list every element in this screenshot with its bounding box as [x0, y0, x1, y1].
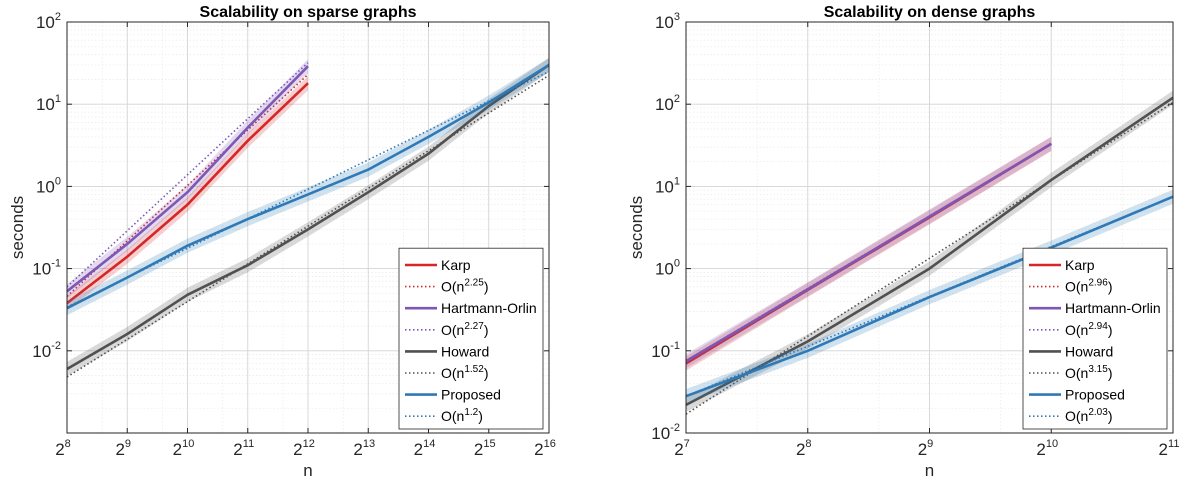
x-tick-label: 215	[474, 438, 496, 459]
y-tick-label: 10-1	[32, 258, 61, 279]
y-tick-label: 102	[36, 11, 61, 32]
legend-label-7: Proposed	[441, 387, 501, 403]
series-group	[66, 57, 550, 378]
series-line-4	[685, 143, 1052, 362]
x-tick-label: 29	[115, 438, 131, 459]
x-tick-label: 214	[414, 438, 436, 459]
legend-label-2: O(n2.25)	[441, 278, 488, 295]
legend-label-8: O(n2.03)	[1065, 407, 1112, 424]
y-tick-label: 10-2	[651, 422, 680, 443]
y-axis-label: seconds	[627, 196, 646, 259]
series-line-7	[66, 63, 550, 310]
x-tick-label: 213	[353, 438, 375, 459]
chart-title: Scalability on sparse graphs	[200, 4, 417, 21]
y-tick-label: 101	[655, 175, 680, 196]
y-tick-label: 100	[36, 175, 61, 196]
x-tick-label: 211	[233, 438, 254, 459]
series-group	[685, 90, 1174, 415]
series-band-5	[67, 57, 549, 377]
series-line-8	[66, 70, 550, 308]
ticks: 28 29 210 211 212 213 214 215 216 10-2 10-1 100 101 1…	[32, 11, 556, 459]
x-axis-label: n	[925, 461, 934, 480]
legend-label-5: Howard	[1065, 343, 1113, 359]
series-line-5	[66, 63, 550, 371]
legend-box	[398, 247, 544, 430]
x-axis-label: n	[303, 461, 312, 480]
series-line-1	[66, 82, 309, 305]
x-tick-label: 28	[55, 438, 71, 459]
legend: Karp O(n2.96) Hartmann-Orlin O(n2.94) Howard…	[1022, 247, 1168, 430]
legend-box	[1022, 247, 1168, 430]
series-line-6	[66, 74, 550, 378]
series-line-2	[66, 73, 309, 297]
x-tick-label: 27	[674, 438, 690, 459]
legend-label-4: O(n2.27)	[441, 321, 488, 338]
x-tick-label: 29	[918, 438, 934, 459]
x-tick-label: 211	[1159, 438, 1180, 459]
x-tick-label: 28	[796, 438, 812, 459]
y-tick-label: 10-2	[32, 340, 61, 361]
legend-label-2: O(n2.96)	[1065, 278, 1112, 295]
y-axis-label: seconds	[8, 196, 27, 259]
series-line-3	[66, 65, 309, 293]
y-tick-label: 103	[655, 11, 680, 32]
series-line-7	[685, 195, 1174, 398]
x-tick-label: 210	[173, 438, 195, 459]
series-band-7	[67, 57, 549, 316]
chart-title: Scalability on dense graphs	[824, 4, 1036, 21]
legend-label-8: O(n1.2)	[441, 407, 483, 424]
series-band-1	[67, 76, 308, 311]
legend-label-1: Karp	[1065, 257, 1095, 273]
legend-label-6: O(n1.52)	[441, 364, 488, 381]
legend-label-3: Hartmann-Orlin	[441, 300, 537, 316]
y-tick-label: 102	[655, 93, 680, 114]
legend-label-1: Karp	[441, 257, 471, 273]
y-tick-label: 100	[655, 258, 680, 279]
legend: Karp O(n2.25) Hartmann-Orlin O(n2.27) Howard…	[398, 247, 544, 430]
x-tick-label: 210	[1036, 438, 1058, 459]
y-tick-label: 101	[36, 93, 61, 114]
series-line-4	[66, 62, 309, 288]
y-tick-label: 10-1	[651, 340, 680, 361]
series-band-3	[67, 59, 308, 299]
legend-label-5: Howard	[441, 343, 489, 359]
chart-panel-2: 27 28 29 210 211 10-2 10-1 100 101 102 103 Scalabil…	[627, 4, 1179, 480]
x-tick-label: 212	[293, 438, 315, 459]
legend-label-6: O(n3.15)	[1065, 364, 1112, 381]
ticks: 27 28 29 210 211 10-2 10-1 100 101 102 103	[651, 11, 1179, 459]
chart-panel-1: 28 29 210 211 212 213 214 215 216 10-2 10-1 100 101 1…	[8, 4, 556, 480]
x-tick-label: 216	[534, 438, 556, 459]
legend-label-3: Hartmann-Orlin	[1065, 300, 1161, 316]
legend-label-4: O(n2.94)	[1065, 321, 1112, 338]
legend-label-7: Proposed	[1065, 387, 1125, 403]
